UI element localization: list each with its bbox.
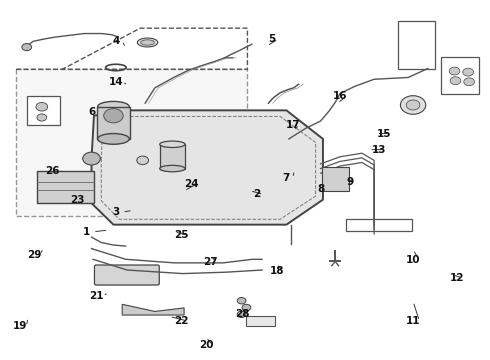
- Circle shape: [400, 96, 426, 114]
- Text: 29: 29: [27, 250, 42, 260]
- Bar: [246, 316, 275, 327]
- Text: 28: 28: [235, 309, 250, 319]
- Text: 27: 27: [203, 257, 218, 267]
- Text: 11: 11: [406, 316, 420, 326]
- Polygon shape: [122, 304, 184, 315]
- Bar: [27, 96, 60, 125]
- Ellipse shape: [137, 38, 158, 47]
- Circle shape: [83, 152, 100, 165]
- Text: 5: 5: [268, 34, 275, 44]
- Ellipse shape: [160, 141, 185, 148]
- Text: 22: 22: [174, 316, 189, 326]
- Bar: [322, 167, 349, 191]
- Text: 26: 26: [45, 166, 60, 176]
- Circle shape: [137, 156, 148, 165]
- Ellipse shape: [98, 134, 129, 144]
- Text: 9: 9: [346, 177, 353, 187]
- Circle shape: [449, 67, 460, 75]
- Text: 19: 19: [13, 321, 27, 332]
- Text: 13: 13: [372, 145, 386, 155]
- Text: 1: 1: [83, 227, 90, 237]
- Circle shape: [242, 304, 251, 311]
- Bar: [441, 57, 479, 94]
- Text: 10: 10: [406, 255, 420, 265]
- Text: 4: 4: [112, 36, 120, 46]
- Text: 20: 20: [199, 340, 213, 350]
- Bar: [37, 171, 95, 203]
- Text: 2: 2: [253, 189, 261, 199]
- Circle shape: [22, 44, 31, 51]
- Ellipse shape: [98, 102, 129, 112]
- Circle shape: [464, 78, 474, 86]
- Text: 24: 24: [184, 179, 199, 189]
- Text: 15: 15: [377, 129, 391, 139]
- Ellipse shape: [141, 40, 154, 45]
- Circle shape: [450, 77, 461, 85]
- FancyBboxPatch shape: [16, 69, 247, 216]
- Text: 17: 17: [286, 120, 300, 130]
- Bar: [160, 144, 185, 168]
- Text: 7: 7: [283, 173, 290, 183]
- Circle shape: [37, 114, 47, 121]
- Text: 3: 3: [112, 207, 120, 217]
- Text: 12: 12: [450, 273, 464, 283]
- Text: 23: 23: [70, 195, 84, 204]
- Ellipse shape: [104, 109, 123, 123]
- Circle shape: [406, 100, 420, 110]
- Bar: [98, 107, 129, 139]
- FancyBboxPatch shape: [95, 265, 159, 285]
- Polygon shape: [92, 111, 323, 225]
- Text: 25: 25: [174, 230, 189, 240]
- Text: 16: 16: [333, 91, 347, 101]
- Circle shape: [36, 103, 48, 111]
- Circle shape: [237, 297, 246, 304]
- Circle shape: [237, 311, 246, 318]
- Bar: [346, 219, 412, 231]
- Text: 21: 21: [89, 291, 104, 301]
- Text: 6: 6: [88, 107, 95, 117]
- Ellipse shape: [160, 165, 185, 172]
- Bar: [398, 21, 435, 69]
- Text: 8: 8: [317, 184, 324, 194]
- Circle shape: [463, 68, 473, 76]
- Text: 14: 14: [109, 77, 123, 87]
- Text: 18: 18: [270, 266, 284, 276]
